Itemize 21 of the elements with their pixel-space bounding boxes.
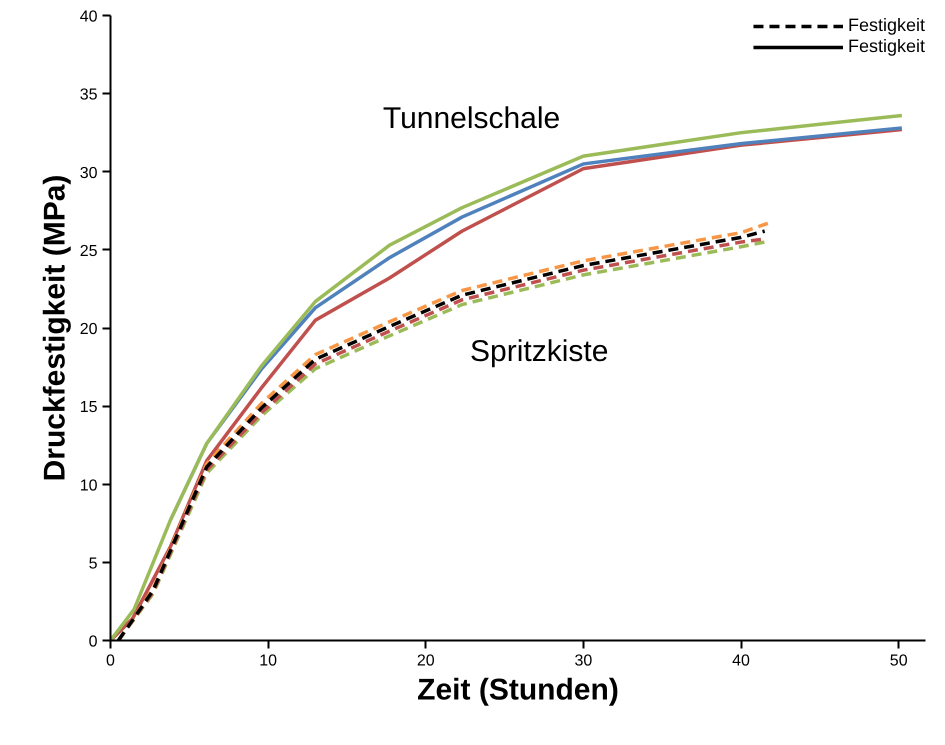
annotation: Spritzkiste — [470, 334, 608, 368]
y-tick-label: 0 — [88, 634, 98, 650]
y-tick-label: 5 — [88, 555, 98, 572]
x-tick-label: 10 — [259, 652, 278, 670]
y-tick-label: 25 — [80, 242, 98, 260]
annotation: Festigkeit — [848, 36, 925, 57]
x-tick-label: 40 — [732, 652, 750, 670]
y-tick-label: 30 — [80, 164, 98, 182]
annotation: Tunnelschale — [382, 102, 560, 136]
x-tick-label: 20 — [416, 652, 435, 670]
y-tick-label: 15 — [80, 399, 98, 416]
y-tick-label: 35 — [80, 86, 98, 104]
legend-label: Festigkeit — [848, 15, 925, 36]
x-tick-label: 0 — [106, 652, 116, 670]
y-tick-label: 20 — [80, 321, 98, 338]
x-axis-title: Zeit (Stunden) — [417, 674, 619, 706]
y-axis-title: Druckfestigkeit (MPa) — [38, 174, 72, 482]
y-tick-label: 10 — [80, 477, 98, 494]
y-tick-label: 40 — [80, 8, 98, 26]
x-tick-label: 30 — [574, 652, 592, 670]
x-tick-label: 50 — [890, 652, 908, 670]
